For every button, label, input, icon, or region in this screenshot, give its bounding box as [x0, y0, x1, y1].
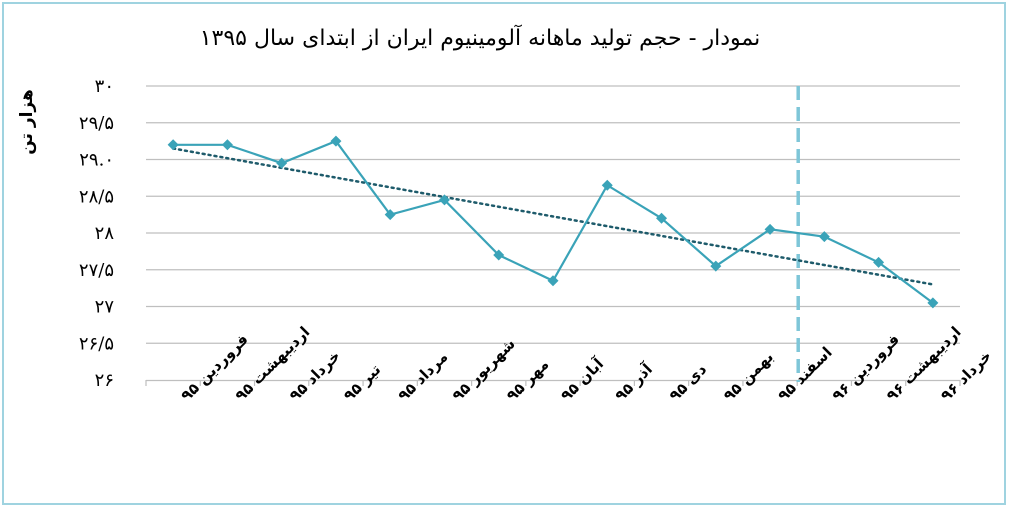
data-point — [330, 135, 342, 147]
data-point — [221, 139, 233, 151]
data-point — [276, 157, 288, 169]
x-tick-label: تیر ۹۵ — [340, 361, 384, 405]
y-axis-label: هزار تن — [17, 89, 37, 155]
y-tick-label: ۲۹/۵ — [79, 113, 114, 134]
y-tick-label: ۳۰ — [95, 76, 114, 97]
y-tick-label: ۲۸ — [95, 223, 115, 244]
x-axis — [145, 379, 961, 386]
x-tick-label: خرداد ۹۶ — [937, 347, 995, 405]
y-tick-label: ۲۸/۵ — [79, 186, 114, 207]
trendline — [171, 147, 935, 286]
data-point — [656, 212, 668, 224]
y-tick-label: ۲۷ — [95, 297, 115, 318]
x-tick-label: اسفند ۹۵ — [774, 343, 836, 405]
data-point — [764, 223, 776, 235]
data-point — [438, 194, 450, 206]
data-point — [873, 256, 885, 268]
data-point — [167, 139, 179, 151]
data-point — [818, 231, 830, 243]
data-point — [601, 179, 613, 191]
x-tick-label: آذر ۹۵ — [611, 360, 656, 405]
y-tick-label: ۲۹.۰ — [79, 150, 114, 171]
chart-title: نمودار - حجم تولید ماهانه آلومینیوم ایرا… — [199, 26, 761, 51]
grid-lines — [146, 85, 960, 344]
x-tick-label: بهمن ۹۵ — [720, 348, 777, 405]
y-tick-label: ۲۶/۵ — [79, 333, 114, 354]
y-tick-label: ۲۷/۵ — [79, 260, 114, 281]
markers — [167, 135, 939, 309]
data-point — [927, 297, 939, 309]
trend-line — [171, 147, 935, 286]
x-tick-label: مرداد ۹۵ — [394, 348, 451, 405]
data-point — [547, 275, 559, 287]
x-tick-label: خرداد ۹۵ — [286, 347, 344, 405]
y-axis-ticks: ۳۰ ۲۹/۵ ۲۹.۰ ۲۸/۵ ۲۸ ۲۷/۵ ۲۷ ۲۶/۵ ۲۶ — [79, 76, 114, 391]
x-tick-label: آبان ۹۵ — [557, 354, 608, 405]
y-tick-label: ۲۶ — [95, 370, 114, 391]
data-point — [493, 249, 505, 261]
x-tick-label: دی ۹۵ — [666, 360, 711, 405]
data-point — [384, 209, 396, 221]
data-point — [710, 260, 722, 272]
